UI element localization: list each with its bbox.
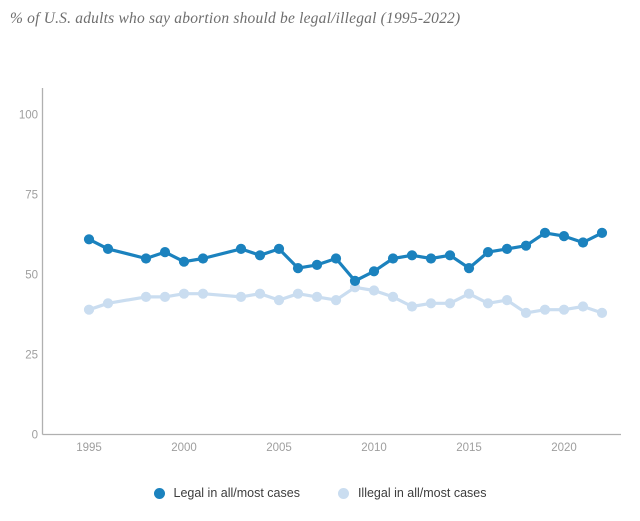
data-point-illegal-1996 xyxy=(102,298,114,309)
data-point-illegal-2003 xyxy=(235,291,247,302)
data-point-illegal-1995 xyxy=(83,304,95,315)
legend-label-legal: Legal in all/most cases xyxy=(173,486,300,500)
data-point-illegal-2010 xyxy=(368,285,380,296)
data-point-illegal-2001 xyxy=(197,288,209,299)
y-axis-tick-label: 25 xyxy=(25,350,38,362)
data-point-legal-2003 xyxy=(235,243,247,254)
data-point-legal-2019 xyxy=(539,227,551,238)
data-point-illegal-2014 xyxy=(444,298,456,309)
data-point-legal-2011 xyxy=(387,253,399,264)
data-point-legal-2020 xyxy=(558,231,570,242)
data-point-legal-2012 xyxy=(406,250,418,261)
y-axis-tick-label: 75 xyxy=(25,190,38,202)
x-axis-tick-label: 2015 xyxy=(456,442,482,454)
data-point-illegal-2021 xyxy=(577,301,589,312)
data-point-legal-1999 xyxy=(159,247,171,258)
chart-legend: Legal in all/most cases Illegal in all/m… xyxy=(0,486,640,500)
data-point-legal-2017 xyxy=(501,243,513,254)
data-point-illegal-2000 xyxy=(178,288,190,299)
data-point-legal-2001 xyxy=(197,253,209,264)
data-point-illegal-2004 xyxy=(254,288,266,299)
data-point-legal-2009 xyxy=(349,275,361,286)
data-point-illegal-2017 xyxy=(501,295,513,306)
data-point-illegal-2022 xyxy=(596,307,608,318)
data-point-legal-2015 xyxy=(463,263,475,274)
legend-item-legal: Legal in all/most cases xyxy=(153,486,300,500)
data-point-legal-2021 xyxy=(577,237,589,248)
data-point-illegal-2019 xyxy=(539,304,551,315)
data-point-illegal-2012 xyxy=(406,301,418,312)
data-point-legal-2005 xyxy=(273,243,285,254)
legal-series-dot-icon xyxy=(153,487,165,499)
x-axis-tick-label: 2010 xyxy=(361,442,387,454)
x-axis-tick-label: 2020 xyxy=(551,442,577,454)
data-point-illegal-2011 xyxy=(387,291,399,302)
x-axis-tick-label: 2005 xyxy=(266,442,292,454)
data-point-legal-2010 xyxy=(368,266,380,277)
y-axis-tick-label: 0 xyxy=(32,430,38,442)
data-point-legal-2014 xyxy=(444,250,456,261)
data-point-illegal-2006 xyxy=(292,288,304,299)
data-point-illegal-2007 xyxy=(311,291,323,302)
data-point-legal-1995 xyxy=(83,234,95,245)
data-point-legal-2004 xyxy=(254,250,266,261)
data-point-illegal-2020 xyxy=(558,304,570,315)
y-axis-tick-label: 50 xyxy=(25,270,38,282)
data-point-legal-2000 xyxy=(178,256,190,267)
data-point-illegal-2013 xyxy=(425,298,437,309)
y-axis-tick-label: 100 xyxy=(19,110,38,122)
data-point-legal-2006 xyxy=(292,263,304,274)
data-point-illegal-1999 xyxy=(159,291,171,302)
chart-title: % of U.S. adults who say abortion should… xyxy=(10,10,461,27)
data-point-illegal-1998 xyxy=(140,291,152,302)
data-point-legal-2008 xyxy=(330,253,342,264)
data-point-legal-2007 xyxy=(311,259,323,270)
data-point-illegal-2015 xyxy=(463,288,475,299)
data-point-illegal-2018 xyxy=(520,307,532,318)
data-point-legal-2016 xyxy=(482,247,494,258)
data-point-legal-1998 xyxy=(140,253,152,264)
data-point-illegal-2016 xyxy=(482,298,494,309)
data-point-legal-1996 xyxy=(102,243,114,254)
data-point-illegal-2005 xyxy=(273,295,285,306)
data-point-legal-2013 xyxy=(425,253,437,264)
x-axis-tick-label: 2000 xyxy=(171,442,197,454)
data-point-illegal-2008 xyxy=(330,295,342,306)
data-point-legal-2022 xyxy=(596,227,608,238)
data-point-legal-2018 xyxy=(520,240,532,251)
legend-label-illegal: Illegal in all/most cases xyxy=(357,486,487,500)
x-axis-tick-label: 1995 xyxy=(76,442,102,454)
legend-item-illegal: Illegal in all/most cases xyxy=(337,486,487,500)
illegal-series-dot-icon xyxy=(337,487,349,499)
